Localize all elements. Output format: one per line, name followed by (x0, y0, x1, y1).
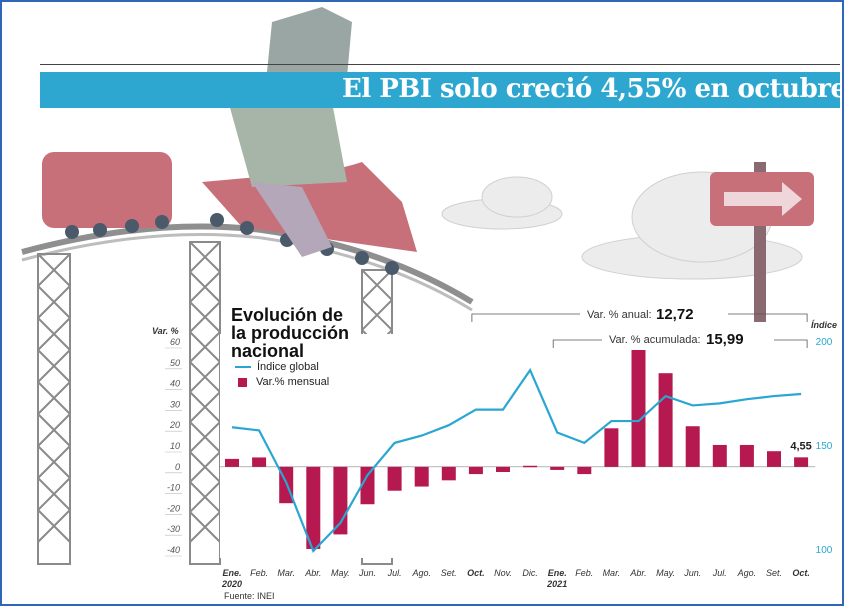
bar-12 (550, 466, 565, 470)
right-tick-label: 200 (816, 337, 833, 348)
chart-area: Var. %6050403020100-10-20-30-40Índice200… (152, 302, 837, 589)
bar-8 (441, 466, 456, 481)
legend-item-variation: Var.% mensual (235, 376, 329, 388)
bar-11 (523, 465, 538, 468)
x-tick-label: Mar. (277, 568, 295, 578)
x-tick-label: Set. (441, 568, 457, 578)
left-tick-label: 30 (170, 399, 180, 409)
x-tick-label: May. (656, 568, 675, 578)
legend-item-index: Índice global (235, 361, 319, 373)
left-tick-label: 0 (175, 462, 180, 472)
bar-17 (685, 426, 700, 467)
left-tick-label: -20 (167, 503, 180, 513)
bar-18 (712, 444, 727, 467)
x-tick-label: Jul. (712, 568, 727, 578)
bar-0 (225, 458, 239, 467)
bar-21 (794, 457, 809, 467)
x-tick-label: Abr. (304, 568, 321, 578)
x-tick-label: Ene. (548, 568, 567, 578)
x-tick-label: Ago. (737, 568, 757, 578)
right-tick-label: 100 (816, 545, 833, 556)
x-tick-label: Jun. (683, 568, 701, 578)
chart-title: Evolución de la producción nacional (231, 305, 350, 361)
left-tick-label: -30 (167, 524, 180, 534)
arrow-sign-icon (710, 162, 814, 322)
bar-19 (739, 444, 754, 467)
left-tick-label: -40 (167, 545, 180, 555)
x-tick-label: Mar. (603, 568, 621, 578)
x-tick-label: Feb. (575, 568, 593, 578)
legend-line-label: Índice global (257, 361, 319, 373)
anual-label-bg (580, 302, 728, 324)
bar-16 (658, 373, 673, 467)
bar-7 (414, 466, 429, 487)
x-tick-label: Dic. (522, 568, 538, 578)
acum-label: Var. % acumulada: (609, 334, 701, 346)
legend-bar-label: Var.% mensual (256, 376, 330, 388)
x-tick-label: Ago. (411, 568, 431, 578)
bar-3 (306, 466, 321, 549)
year-label: 2020 (221, 579, 242, 589)
year-label: 2021 (546, 579, 567, 589)
headline-banner (40, 72, 840, 108)
acum-value: 15,99 (706, 331, 744, 348)
index-line (231, 367, 802, 554)
bar-20 (767, 451, 781, 467)
source-note: Fuente: INEI (224, 591, 275, 601)
bar-1 (252, 457, 267, 467)
anual-label: Var. % anual: (587, 309, 652, 321)
left-tick-label: 20 (169, 420, 180, 430)
x-tick-label: Oct. (467, 568, 485, 578)
headline: El PBI solo creció 4,55% en octubre (342, 74, 844, 104)
bar-14 (604, 428, 619, 467)
x-tick-label: Ene. (222, 568, 241, 578)
last-bar-value: 4,55 (790, 440, 811, 452)
x-tick-label: Abr. (629, 568, 646, 578)
right-tick-label: 150 (816, 441, 833, 452)
left-tick-label: 60 (170, 337, 180, 347)
acum-label-bg (602, 328, 774, 350)
bar-10 (496, 466, 510, 472)
right-axis-title: Índice (811, 320, 837, 330)
bar-15 (631, 347, 646, 467)
x-tick-label: May. (331, 568, 350, 578)
cloud-icon (441, 171, 803, 280)
left-tick-label: 10 (170, 441, 180, 451)
x-tick-label: Feb. (250, 568, 268, 578)
left-tick-label: 40 (170, 379, 180, 389)
left-tick-label: -10 (167, 483, 180, 493)
bar-13 (577, 466, 592, 475)
x-tick-label: Oct. (792, 568, 810, 578)
legend-bar-swatch (238, 377, 247, 387)
x-tick-label: Jul. (387, 568, 402, 578)
bar-6 (387, 466, 402, 491)
anual-value: 12,72 (656, 306, 694, 323)
bar-9 (468, 466, 483, 475)
x-tick-label: Set. (766, 568, 782, 578)
left-axis-title: Var. % (152, 326, 179, 336)
x-tick-label: Nov. (494, 568, 512, 578)
bar-5 (360, 466, 375, 505)
banner-rule (40, 64, 840, 65)
x-tick-label: Jun. (358, 568, 376, 578)
left-tick-label: 50 (170, 358, 180, 368)
legend-line-swatch (235, 366, 251, 368)
